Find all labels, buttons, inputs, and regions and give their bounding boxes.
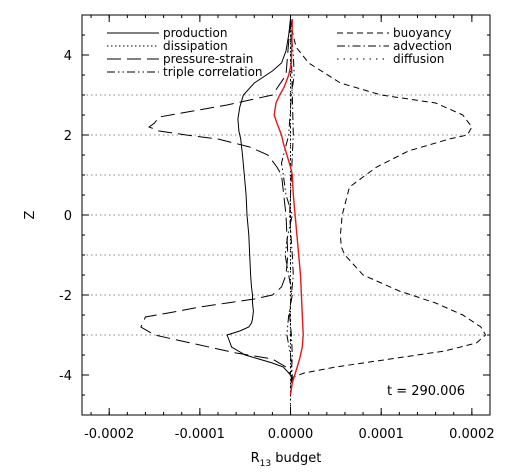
y-tick-label: -2 xyxy=(59,289,72,304)
legend-label: diffusion xyxy=(393,52,444,66)
series-line-red-profile xyxy=(273,18,304,396)
series-line-advection xyxy=(289,18,294,396)
series-layer xyxy=(140,15,487,415)
legend-label: advection xyxy=(393,39,452,53)
grid-lines xyxy=(82,94,490,336)
legend-label: buoyancy xyxy=(393,26,451,40)
x-tick-label: -0.0001 xyxy=(175,427,225,442)
x-axis-label-subscript: 13 xyxy=(260,459,271,469)
legend-label: dissipation xyxy=(163,39,228,53)
y-tick-label: 4 xyxy=(64,49,72,64)
x-tick-label: -0.0002 xyxy=(84,427,134,442)
x-tick-label: 0.0002 xyxy=(449,427,495,442)
series-line-buoyancy xyxy=(290,18,487,384)
series-line-production xyxy=(226,18,291,376)
legend-label: production xyxy=(163,26,227,40)
x-tick-label: 0.0000 xyxy=(268,427,314,442)
x-axis-label-rest: budget xyxy=(271,451,321,466)
y-tick-label: -4 xyxy=(59,369,72,384)
x-tick-label: 0.0001 xyxy=(358,427,404,442)
legend: productiondissipationpressure-straintrip… xyxy=(107,26,452,79)
y-tick-label: 2 xyxy=(64,129,72,144)
y-axis-label: Z xyxy=(23,210,38,219)
legend-label: pressure-strain xyxy=(163,52,253,66)
series-line-triple-correlation xyxy=(280,18,295,396)
y-tick-label: 0 xyxy=(64,209,72,224)
x-axis: -0.0002 -0.0001 0.0000 0.0001 0.0002 xyxy=(84,15,495,442)
time-annotation: t = 290.006 xyxy=(387,384,465,399)
x-axis-label: R13 budget xyxy=(251,451,322,469)
y-axis: -4 -2 0 2 4 xyxy=(59,14,490,416)
legend-label: triple correlation xyxy=(163,65,263,79)
